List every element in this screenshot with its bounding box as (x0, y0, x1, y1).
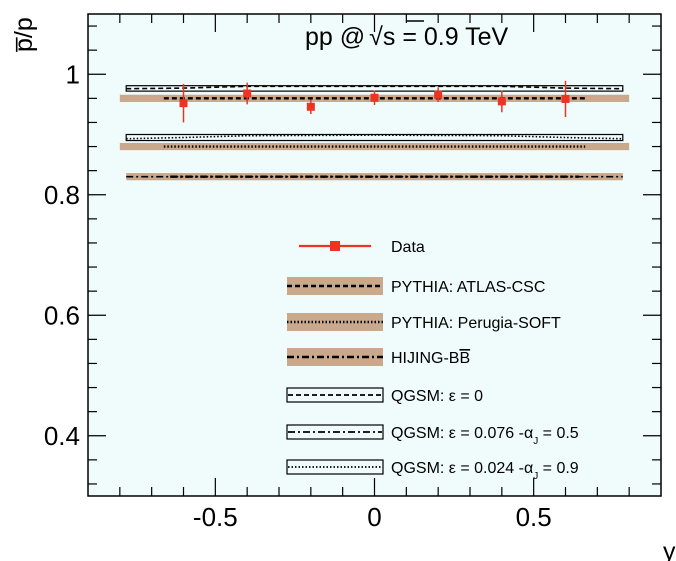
legend-label-0: Data (391, 239, 425, 256)
legend-subscript: J (533, 436, 538, 447)
data-point-4 (434, 90, 443, 99)
y-tick-label: 1 (66, 59, 80, 89)
legend-suffix: = 0.5 (538, 425, 579, 442)
legend-swatch-box (286, 459, 384, 475)
legend-label-4: QGSM: ε = 0 (391, 388, 483, 405)
y-axis-title: p̅/p (10, 17, 38, 52)
y-tick-label: 0.6 (44, 300, 80, 330)
data-point-0 (179, 99, 188, 108)
y-tick-label: 0.8 (44, 180, 80, 210)
data-point-6 (561, 94, 570, 103)
data-point-1 (243, 89, 252, 98)
y-tick-label: 0.4 (44, 421, 80, 451)
x-tick-label: 0 (367, 502, 381, 532)
data-point-3 (370, 93, 379, 102)
data-point-2 (306, 102, 315, 111)
legend-suffix: = 0.9 (538, 460, 579, 477)
legend-swatch-box (286, 387, 384, 403)
legend-label-3: HIJING-BB (391, 350, 470, 367)
legend-label-2: PYTHIA: Perugia-SOFT (391, 315, 561, 332)
box-6 (125, 133, 624, 142)
data-point-5 (497, 97, 506, 106)
band-3 (126, 173, 623, 181)
data-points (179, 80, 570, 123)
legend-swatch-box (286, 424, 384, 440)
box-curve-6 (126, 134, 623, 140)
annotation-text: pp @ √s = 0.9 TeV (305, 23, 509, 51)
legend-overline-b: B (459, 350, 470, 367)
x-axis-title: y (663, 538, 676, 561)
legend-swatch-data-marker (330, 241, 340, 251)
axis-ticks: -0.5 0 0.5 0.4 0.6 0.8 1 (44, 14, 661, 532)
legend-label-6: QGSM: ε = 0.024 -αJ = 0.9 (391, 460, 579, 482)
legend-swatch-band (287, 313, 383, 331)
x-tick-label: -0.5 (193, 502, 238, 532)
legend-label-1: PYTHIA: ATLAS-CSC (391, 279, 545, 296)
legend-subscript: J (533, 471, 538, 482)
legend-label-5: QGSM: ε = 0.076 -αJ = 0.5 (391, 425, 579, 447)
legend: Data PYTHIA: ATLAS-CSC PYTHIA: Perugia-SOF… (286, 239, 579, 482)
x-tick-label: 0.5 (516, 502, 552, 532)
